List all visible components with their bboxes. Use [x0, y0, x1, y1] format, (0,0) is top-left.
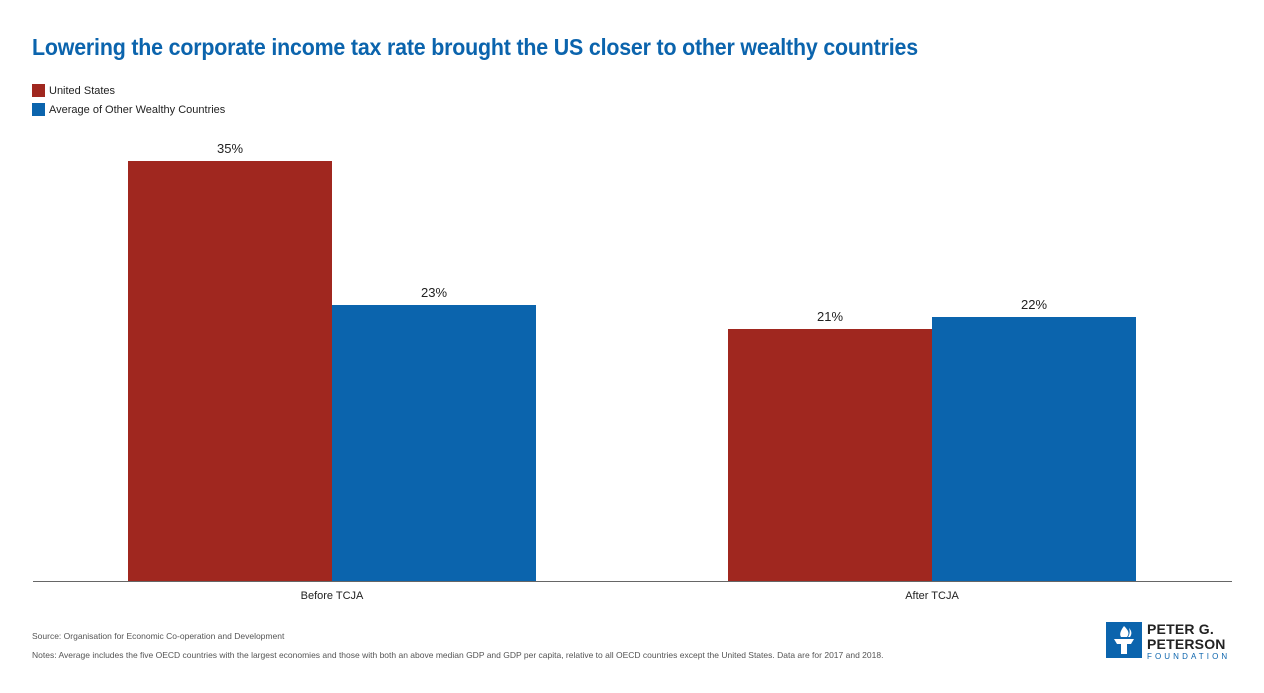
data-label-united-states-before: 35% — [217, 141, 243, 156]
legend: United States Average of Other Wealthy C… — [32, 81, 225, 119]
bar-other-wealthy-after — [932, 317, 1136, 581]
torch-icon — [1106, 622, 1142, 658]
chart-title: Lowering the corporate income tax rate b… — [32, 34, 918, 60]
legend-label-other-wealthy: Average of Other Wealthy Countries — [49, 103, 226, 116]
legend-item-other-wealthy: Average of Other Wealthy Countries — [32, 100, 225, 119]
data-label-united-states-after: 21% — [817, 309, 843, 324]
data-label-other-wealthy-after: 22% — [1021, 297, 1047, 312]
logo-line-2: PETERSON — [1147, 636, 1226, 652]
category-label-after: After TCJA — [905, 590, 959, 602]
legend-swatch-other-wealthy — [32, 103, 45, 116]
data-label-other-wealthy-before: 23% — [421, 285, 447, 300]
logo-line-3: FOUNDATION — [1147, 652, 1231, 661]
bar-united-states-after — [728, 329, 932, 581]
legend-swatch-united-states — [32, 84, 45, 97]
notes: Notes: Average includes the five OECD co… — [32, 650, 884, 660]
legend-item-united-states: United States — [32, 81, 225, 100]
legend-label-united-states: United States — [49, 84, 116, 97]
bar-united-states-before — [128, 161, 332, 581]
logo-line-1: PETER G. — [1147, 621, 1214, 637]
source-note: Source: Organisation for Economic Co-ope… — [32, 631, 285, 641]
foundation-logo: PETER G. PETERSON FOUNDATION — [1106, 622, 1230, 661]
category-label-before: Before TCJA — [301, 590, 364, 602]
bar-other-wealthy-before — [332, 305, 536, 581]
